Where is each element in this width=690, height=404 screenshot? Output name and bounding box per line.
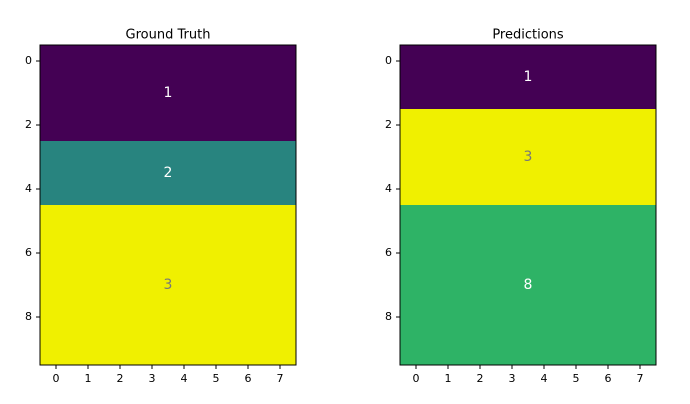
x-tick-label: 3 [509, 372, 516, 385]
x-tick-label: 2 [477, 372, 484, 385]
y-tick-label: 6 [385, 246, 392, 259]
x-tick-label: 6 [245, 372, 252, 385]
y-tick-label: 2 [25, 118, 32, 131]
x-tick-label: 4 [181, 372, 188, 385]
band [40, 45, 296, 141]
band [400, 205, 656, 365]
band-label: 1 [164, 85, 173, 101]
axes-frame [39, 44, 297, 366]
band [400, 109, 656, 205]
x-tick-label: 1 [85, 372, 92, 385]
axes-frame [399, 44, 657, 366]
x-tick-label: 2 [117, 372, 124, 385]
y-tick-label: 0 [385, 54, 392, 67]
x-tick-label: 5 [573, 372, 580, 385]
y-tick-label: 0 [25, 54, 32, 67]
x-tick-label: 0 [413, 372, 420, 385]
band-label: 3 [524, 149, 533, 165]
x-tick-label: 7 [277, 372, 284, 385]
y-tick-label: 6 [25, 246, 32, 259]
band [40, 141, 296, 205]
band-label: 3 [164, 277, 173, 293]
band [40, 205, 296, 365]
band-label: 8 [524, 277, 533, 293]
y-tick-label: 8 [25, 310, 32, 323]
y-tick-label: 2 [385, 118, 392, 131]
y-tick-label: 4 [385, 182, 392, 195]
band-label: 1 [524, 69, 533, 85]
y-tick-label: 4 [25, 182, 32, 195]
panel-title: Ground Truth [126, 28, 211, 43]
x-tick-label: 4 [541, 372, 548, 385]
x-tick-label: 1 [445, 372, 452, 385]
x-tick-label: 3 [149, 372, 156, 385]
y-tick-label: 8 [385, 310, 392, 323]
panel-title: Predictions [492, 28, 564, 43]
band [400, 45, 656, 109]
x-tick-label: 6 [605, 372, 612, 385]
x-tick-label: 0 [53, 372, 60, 385]
x-tick-label: 5 [213, 372, 220, 385]
band-label: 2 [164, 165, 173, 181]
x-tick-label: 7 [637, 372, 644, 385]
